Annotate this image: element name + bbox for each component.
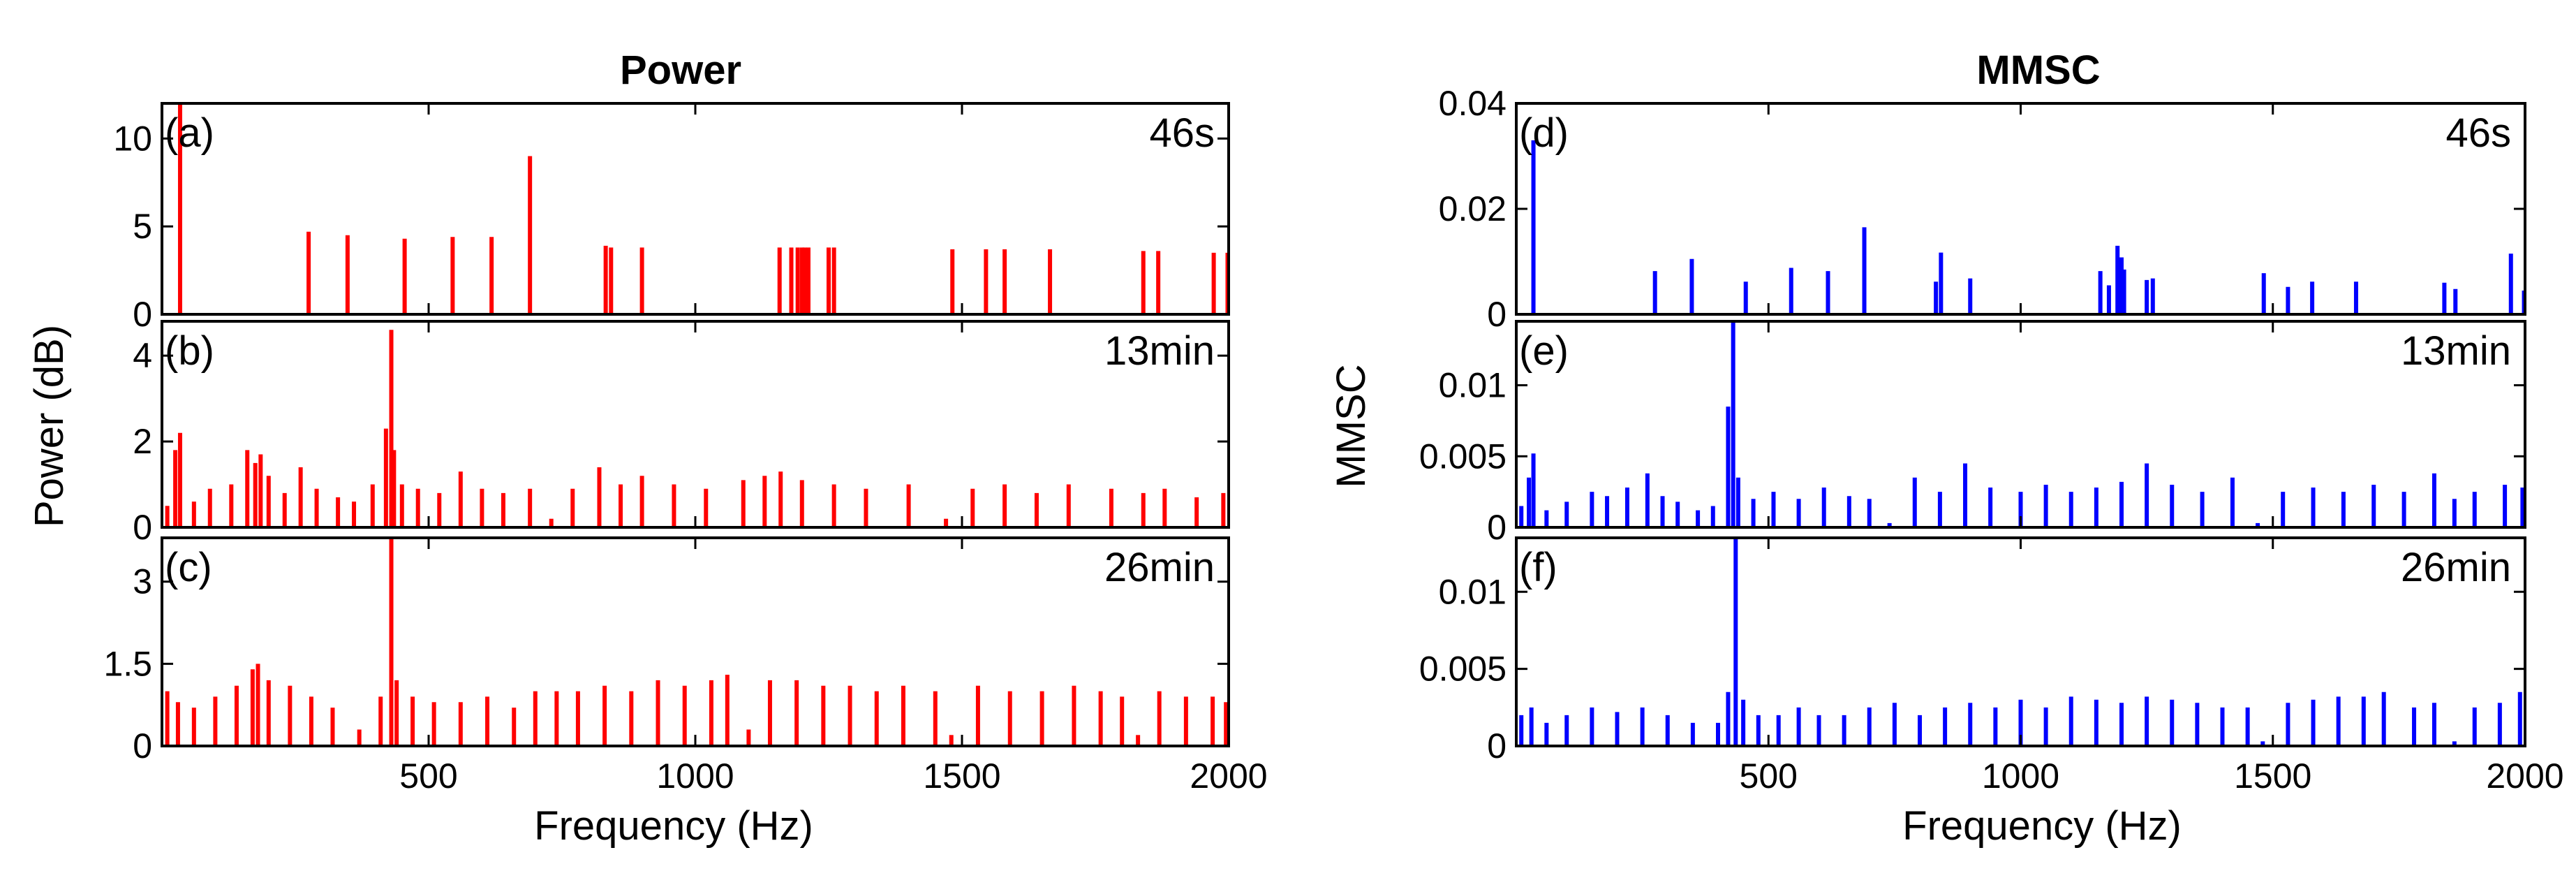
bars-f [1519, 538, 2522, 746]
bars-e [1519, 321, 2525, 527]
panel-label: (d) [1519, 110, 1569, 156]
y-tick-label: 0.005 [1419, 650, 1507, 689]
panel-label: (e) [1519, 328, 1569, 374]
power-ylabel: Power (dB) [27, 325, 72, 527]
x-tick-label: 1500 [923, 756, 1000, 796]
time-label: 46s [2445, 110, 2511, 156]
panel-f: 500 1000 1500 2000 0 0.005 0.01 (f) 26min [1419, 536, 2564, 796]
x-tick-label: 2000 [1190, 756, 1267, 796]
time-label: 13min [1104, 328, 1215, 374]
axes-frame [1515, 102, 2526, 316]
x-tick-label: 1000 [656, 756, 734, 796]
y-tick-label: 0.01 [1439, 366, 1507, 405]
panel-label: (b) [165, 328, 214, 374]
panel-e: 0 0.005 0.01 (e) 13min [1419, 320, 2526, 547]
y-tick-label: 0 [133, 295, 152, 334]
y-tick-label: 0 [1487, 295, 1507, 334]
y-tick-label: 0 [1487, 726, 1507, 766]
power-title: Power [620, 47, 741, 93]
y-tick-label: 0.04 [1439, 84, 1507, 123]
time-label: 13min [2401, 328, 2511, 374]
y-tick-label: 0.01 [1439, 572, 1507, 611]
panel-b: 0 2 4 (b) 13min [133, 320, 1230, 547]
mmsc-ylabel: MMSC [1328, 364, 1374, 488]
mmsc-column: MMSC MMSC Frequency (Hz) 0 0.02 0.04 (d) 46s… [1328, 47, 2564, 849]
x-tick-label: 2000 [2486, 756, 2563, 796]
y-tick-label: 1.5 [103, 644, 152, 683]
y-tick-label: 0 [133, 726, 152, 766]
bars-c [165, 538, 1229, 746]
bars-b [165, 330, 1226, 527]
time-label: 46s [1149, 110, 1215, 156]
y-tick-label: 0 [1487, 508, 1507, 547]
y-tick-label: 0 [133, 508, 152, 547]
panel-label: (a) [165, 110, 214, 156]
y-tick-label: 0.005 [1419, 437, 1507, 476]
power-column: Power Power (dB) Frequency (Hz) 0 5 10 (a) 4… [27, 47, 1268, 849]
x-tick-label: 1500 [2234, 756, 2311, 796]
mmsc-xlabel: Frequency (Hz) [1902, 803, 2182, 849]
time-label: 26min [1104, 545, 1215, 590]
x-tick-label: 1000 [1982, 756, 2059, 796]
time-label: 26min [2401, 545, 2511, 590]
panel-label: (f) [1519, 545, 1557, 590]
y-tick-label: 10 [113, 119, 152, 158]
power-xlabel: Frequency (Hz) [534, 803, 813, 849]
mmsc-title: MMSC [1976, 47, 2100, 93]
panel-label: (c) [165, 545, 212, 590]
x-tick-label: 500 [399, 756, 457, 796]
y-tick-label: 0.02 [1439, 189, 1507, 228]
panel-c: 500 1000 1500 2000 0 1.5 3 (c) 26min [103, 536, 1268, 796]
bars-d [1531, 140, 2526, 314]
axes-frame [161, 102, 1230, 316]
y-tick-label: 5 [133, 207, 152, 246]
panel-a: 0 5 10 (a) 46s [113, 102, 1230, 334]
y-tick-label: 4 [133, 336, 152, 375]
y-tick-label: 3 [133, 562, 152, 601]
bars-a [177, 103, 1230, 314]
panel-d: 0 0.02 0.04 (d) 46s [1439, 84, 2526, 334]
x-tick-label: 500 [1740, 756, 1798, 796]
y-tick-label: 2 [133, 422, 152, 461]
axes-frame [161, 536, 1230, 747]
